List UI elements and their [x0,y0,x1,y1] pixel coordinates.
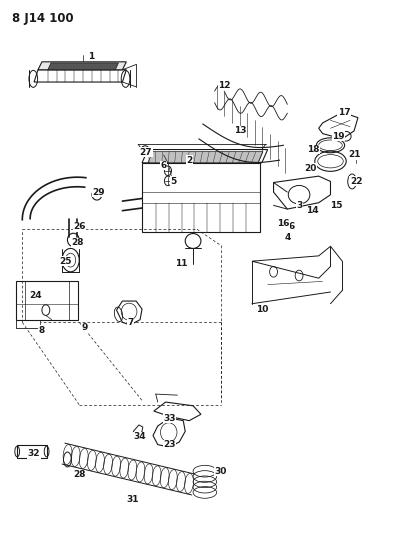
Bar [16,281,78,320]
Text: 24: 24 [30,291,42,300]
Text: 14: 14 [307,206,319,215]
Text: 26: 26 [73,222,85,231]
Text: 6: 6 [288,222,294,231]
Polygon shape [142,163,260,232]
Text: 5: 5 [170,177,177,186]
Text: 12: 12 [218,81,231,90]
Polygon shape [34,70,126,82]
Text: 4: 4 [284,233,290,242]
Text: 17: 17 [338,108,351,117]
Bar [17,445,46,458]
Text: 1: 1 [88,52,94,61]
Polygon shape [142,150,268,163]
Text: 13: 13 [234,126,246,135]
Text: 25: 25 [59,257,72,265]
Polygon shape [252,246,331,278]
Polygon shape [148,152,263,163]
Text: 8: 8 [39,326,45,335]
Text: 19: 19 [332,132,345,141]
Text: 28: 28 [73,471,85,479]
Text: 15: 15 [330,201,343,210]
Text: 23: 23 [163,440,176,449]
Text: 21: 21 [348,150,360,159]
Polygon shape [48,63,119,70]
Text: 33: 33 [163,414,176,423]
Polygon shape [134,425,143,440]
Polygon shape [38,62,126,70]
Text: 16: 16 [277,220,290,229]
Text: 20: 20 [305,164,317,173]
Text: 32: 32 [28,449,40,458]
Text: 27: 27 [139,148,152,157]
Text: 2: 2 [186,156,192,165]
Text: 8 J14 100: 8 J14 100 [13,12,74,26]
Text: 10: 10 [256,304,268,313]
Text: 28: 28 [71,238,84,247]
Text: 31: 31 [126,495,138,504]
Text: 9: 9 [82,323,88,332]
Text: 7: 7 [127,318,134,327]
Polygon shape [153,418,185,447]
Polygon shape [154,402,201,421]
Text: 6: 6 [160,161,167,170]
Text: 18: 18 [307,145,319,154]
Text: 11: 11 [175,260,188,268]
Polygon shape [319,112,358,139]
Text: 34: 34 [134,432,147,441]
Text: 3: 3 [296,201,302,210]
Polygon shape [117,301,142,325]
Text: 29: 29 [93,188,105,197]
Text: 30: 30 [214,467,227,475]
Text: 22: 22 [350,177,362,186]
Polygon shape [273,176,331,209]
